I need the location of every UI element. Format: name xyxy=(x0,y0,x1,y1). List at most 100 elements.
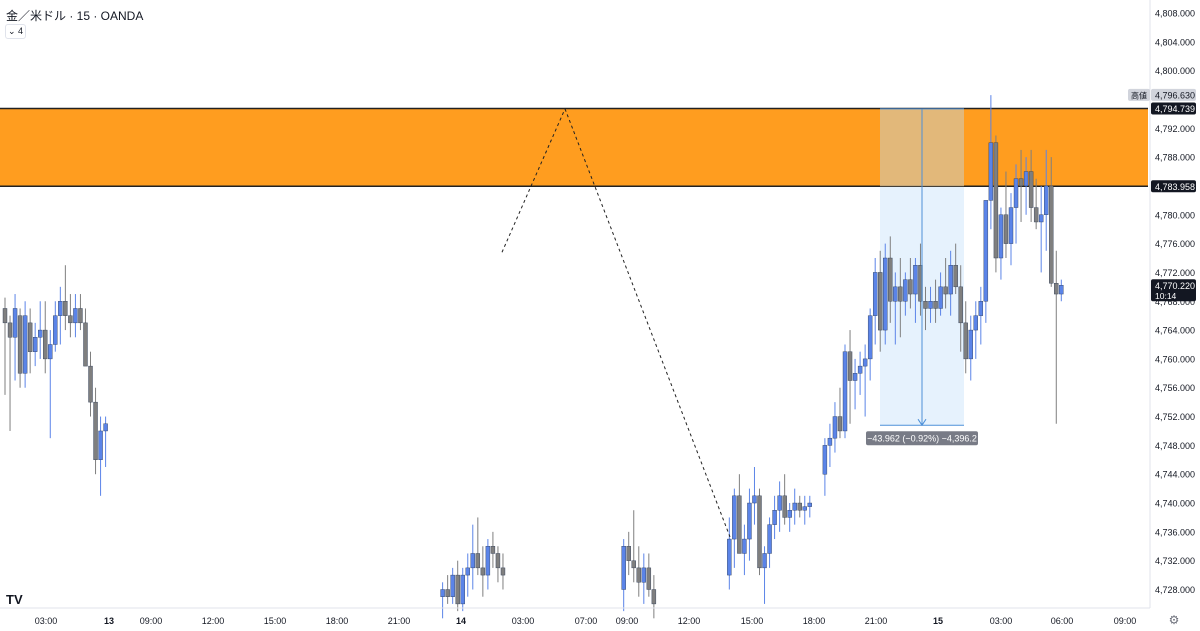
candle-body xyxy=(73,308,78,324)
candle-body xyxy=(48,344,53,360)
candle-body xyxy=(782,495,787,518)
candle-body xyxy=(43,329,48,360)
candle-body xyxy=(440,589,445,597)
time-axis[interactable]: 03:00 13 09:00 12:00 15:00 18:00 21:00 14 03:00 0… xyxy=(0,607,1150,626)
candle-body xyxy=(888,257,893,302)
symbol-title[interactable]: 金／米ドル · 15 · OANDA xyxy=(6,9,144,23)
time-tick-label: 07:00 xyxy=(575,616,598,626)
candle-body xyxy=(651,589,657,605)
candle-body xyxy=(1023,171,1029,187)
zone-bottom-price-bg xyxy=(1151,180,1196,193)
gear-icon[interactable]: ⚙ xyxy=(1168,613,1180,627)
candle-body xyxy=(460,574,465,605)
candle-body xyxy=(1013,178,1019,208)
price-tick-label: 4,736.000 xyxy=(1155,527,1195,537)
candle-body xyxy=(475,553,481,569)
time-tick-label: 03:00 xyxy=(512,616,535,626)
high-price-label-bg xyxy=(1151,88,1196,101)
candle-body xyxy=(98,430,103,460)
zone-band xyxy=(0,108,1148,187)
candle-body xyxy=(973,315,978,331)
candle-body xyxy=(93,401,98,460)
zone-bottom-price: 4,783.958 xyxy=(1155,182,1195,192)
candle-body xyxy=(1049,185,1054,284)
candle-body xyxy=(88,365,93,403)
candle-body xyxy=(1033,207,1039,223)
candle-body xyxy=(777,495,782,511)
price-tick-label: 4,780.000 xyxy=(1155,210,1195,220)
candle-body xyxy=(772,510,777,525)
candle-body xyxy=(908,279,913,295)
candle-body xyxy=(727,538,732,576)
candle-body xyxy=(1003,214,1009,244)
measure-arrow-head xyxy=(917,418,927,427)
time-tick-label: 18:00 xyxy=(803,616,826,626)
candle-body xyxy=(58,301,63,316)
candle-body xyxy=(852,373,858,381)
candle-body xyxy=(500,567,506,576)
price-tick-label: 4,760.000 xyxy=(1155,354,1195,364)
candle-body xyxy=(948,265,953,295)
measure-label: −43.962 (−0.92%) −4,396.2 xyxy=(867,434,977,444)
candle-body xyxy=(963,322,968,360)
time-tick-label: 18:00 xyxy=(326,616,349,626)
time-tick-label: 14 xyxy=(456,616,466,626)
candle-body xyxy=(968,329,973,360)
time-tick-label: 12:00 xyxy=(202,616,225,626)
candle-body xyxy=(872,272,878,316)
candle-body xyxy=(958,286,963,324)
price-tick-label: 4,732.000 xyxy=(1155,556,1195,566)
candle-body xyxy=(827,437,833,446)
high-tag-label: 高値 xyxy=(1131,90,1147,100)
supply-zone[interactable] xyxy=(0,107,1148,188)
high-price-label: 4,796.630 xyxy=(1155,90,1195,100)
candle-body xyxy=(953,265,958,288)
candles xyxy=(2,95,1064,619)
candle-body xyxy=(1044,185,1049,215)
price-tick-label: 4,768.000 xyxy=(1155,297,1195,307)
zone-top-price-bg xyxy=(1151,102,1196,115)
time-tick-label: 15 xyxy=(933,616,943,626)
candle-body xyxy=(732,495,737,540)
candle-body xyxy=(470,553,475,569)
candle-body xyxy=(842,351,848,432)
candle-body xyxy=(621,546,626,590)
candle-body xyxy=(1018,178,1024,187)
candle-body xyxy=(787,510,792,518)
candle-body xyxy=(1028,171,1034,208)
time-tick-label: 12:00 xyxy=(678,616,701,626)
candle-body xyxy=(53,315,58,345)
price-tick-label: 4,808.000 xyxy=(1155,9,1195,19)
candle-body xyxy=(83,322,88,367)
candle-body xyxy=(450,574,455,597)
candle-body xyxy=(807,502,812,507)
collapse-indicators-button[interactable]: ⌄ 4 xyxy=(5,24,26,39)
candle-body xyxy=(490,546,496,554)
candle-body xyxy=(938,286,943,309)
candle-body xyxy=(737,495,742,554)
candle-body xyxy=(898,286,903,302)
high-tag-bg xyxy=(1128,88,1150,101)
price-tick-label: 4,744.000 xyxy=(1155,470,1195,480)
time-tick-label: 09:00 xyxy=(140,616,163,626)
candle-body xyxy=(445,589,450,597)
trend-lines[interactable]: −43.962 (−0.92%) −4,396.2 xyxy=(501,108,978,538)
candle-body xyxy=(455,574,460,605)
candle-body xyxy=(641,567,647,583)
time-tick-label: 15:00 xyxy=(741,616,764,626)
price-tick-label: 4,772.000 xyxy=(1155,268,1195,278)
candle-body xyxy=(1008,207,1014,244)
candle-body xyxy=(752,495,757,504)
candle-body xyxy=(923,301,928,309)
candle-body xyxy=(857,365,863,374)
time-tick-label: 13 xyxy=(104,616,114,626)
candle-body xyxy=(12,308,18,338)
candle-body xyxy=(878,272,883,331)
price-axis[interactable]: 4,808.000 4,804.000 4,800.000 4,792.000 4,78… xyxy=(1128,0,1196,608)
time-tick-label: 06:00 xyxy=(1051,616,1074,626)
candle-body xyxy=(63,301,68,316)
candle-body xyxy=(883,257,888,331)
price-tick-label: 4,800.000 xyxy=(1155,66,1195,76)
candle-body xyxy=(495,553,501,569)
